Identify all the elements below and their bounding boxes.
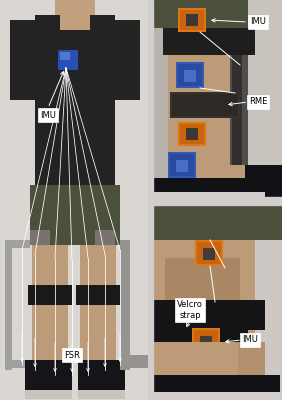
Bar	[150, 0, 153, 400]
Text: FSR: FSR	[64, 350, 80, 360]
Bar	[150, 197, 282, 205]
Text: RME: RME	[249, 98, 267, 106]
Text: IMU: IMU	[242, 336, 258, 344]
Text: IMU: IMU	[250, 18, 266, 26]
Text: Velcro
strap: Velcro strap	[177, 300, 203, 320]
Text: IMU: IMU	[40, 110, 56, 120]
